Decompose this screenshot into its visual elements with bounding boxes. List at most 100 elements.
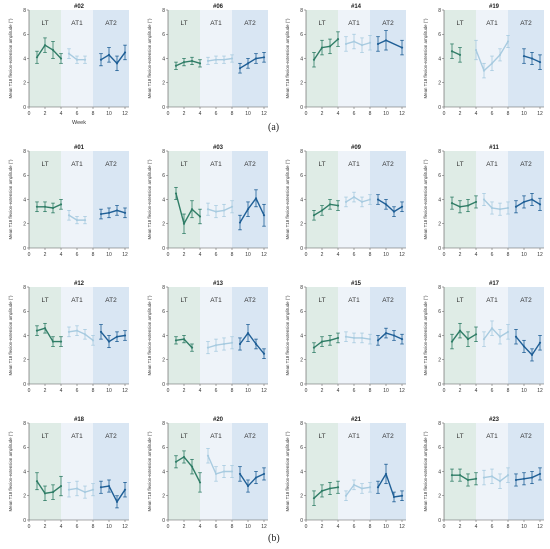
phase-band-lt: [444, 151, 476, 248]
data-point: [123, 334, 127, 337]
phase-label-at2: AT2: [244, 297, 256, 304]
y-tick-label: 8: [23, 285, 26, 291]
x-tick-label: 0: [28, 388, 31, 394]
y-tick-label: 8: [438, 285, 441, 291]
data-point: [530, 353, 534, 356]
x-tick-label: 2: [183, 388, 186, 394]
data-point: [482, 198, 486, 201]
x-tick-label: 4: [60, 388, 63, 394]
data-point: [75, 487, 79, 490]
data-point: [392, 210, 396, 213]
data-point: [376, 198, 380, 201]
y-tick-label: 2: [23, 494, 26, 500]
x-tick-label: 12: [399, 388, 405, 394]
x-tick-label: 4: [199, 524, 202, 530]
phase-label-at2: AT2: [520, 297, 532, 304]
panel-b-label: (b): [268, 533, 280, 544]
y-tick-label: 8: [300, 149, 303, 155]
series-at1: [344, 479, 372, 502]
data-point: [51, 48, 55, 52]
series-at2: [376, 194, 404, 217]
series-line: [483, 474, 509, 483]
data-point: [222, 470, 226, 473]
x-tick-label: 2: [321, 388, 324, 394]
series-at1: [206, 448, 234, 482]
data-point: [107, 484, 111, 488]
phase-label-lt: LT: [41, 297, 48, 304]
x-tick-label: 8: [92, 524, 95, 530]
series-line: [175, 456, 201, 483]
data-point: [246, 208, 250, 211]
data-point: [43, 44, 47, 47]
phase-label-lt: LT: [318, 161, 325, 168]
series-line: [239, 56, 265, 69]
chart-panel-20: #20 LT AT1 AT2 0 2 4 6 8 0 2 4 6 8 10 12 Mean T18 flexio…: [147, 417, 268, 530]
series-at1: [67, 48, 87, 64]
data-point: [466, 338, 470, 341]
x-tick-label: 6: [76, 388, 79, 394]
phase-label-at1: AT1: [210, 20, 222, 27]
x-tick-label: 12: [537, 388, 543, 394]
data-point: [376, 339, 380, 342]
chart-title: #03: [213, 145, 224, 151]
y-tick-label: 2: [300, 222, 303, 228]
y-tick-label: 6: [300, 173, 303, 179]
series-line: [345, 196, 371, 203]
series-line: [175, 193, 201, 226]
y-tick-label: 4: [23, 56, 26, 62]
series-line: [515, 198, 541, 208]
x-tick-label: 6: [215, 524, 218, 530]
y-tick-label: 8: [438, 421, 441, 427]
series-at1: [482, 320, 510, 347]
data-point: [214, 210, 218, 213]
data-point: [490, 475, 494, 478]
phase-label-at2: AT2: [382, 297, 394, 304]
x-tick-label: 6: [215, 252, 218, 258]
chart-title: #20: [213, 417, 224, 423]
data-point: [376, 42, 380, 46]
y-tick-label: 4: [162, 469, 165, 475]
y-tick-label: 6: [162, 32, 165, 38]
x-tick-label: 12: [399, 111, 405, 117]
y-axis-label: Mean T18 flexion-extension amplitude (°): [285, 159, 290, 240]
y-tick-label: 0: [23, 105, 26, 111]
y-tick-label: 4: [438, 197, 441, 203]
series-line: [451, 329, 477, 342]
x-tick-label: 8: [92, 252, 95, 258]
series-at1: [482, 467, 510, 489]
data-point: [538, 61, 542, 64]
y-tick-label: 2: [23, 358, 26, 364]
phase-band-lt: [306, 151, 338, 248]
data-point: [67, 214, 71, 217]
phase-band-at2: [508, 423, 544, 520]
x-tick-label: 6: [491, 524, 494, 530]
y-axis-label: Mean T18 flexion-extension amplitude (°): [8, 159, 13, 240]
data-point: [254, 57, 258, 60]
phase-label-at1: AT1: [486, 433, 498, 440]
phase-label-lt: LT: [180, 20, 187, 27]
series-at1: [344, 191, 372, 208]
phase-band-at2: [232, 151, 268, 248]
y-tick-label: 8: [300, 285, 303, 291]
x-tick-label: 8: [507, 252, 510, 258]
data-point: [400, 494, 404, 497]
data-point: [450, 202, 454, 205]
x-tick-label: 8: [369, 524, 372, 530]
x-axis-label: Week: [72, 120, 86, 126]
phase-label-at1: AT1: [71, 161, 83, 168]
data-point: [238, 342, 242, 346]
x-tick-label: 0: [443, 252, 446, 258]
x-tick-label: 12: [122, 111, 128, 117]
series-line: [345, 40, 371, 46]
data-point: [230, 470, 234, 473]
y-tick-label: 4: [162, 197, 165, 203]
y-tick-label: 0: [162, 518, 165, 524]
data-point: [206, 454, 210, 457]
phase-band-at2: [370, 423, 406, 520]
data-point: [174, 339, 178, 342]
panel-a-label: (a): [268, 122, 280, 133]
chart-title: #11: [489, 145, 499, 151]
data-point: [206, 59, 210, 63]
data-point: [498, 335, 502, 338]
chart-title: #21: [351, 417, 362, 423]
